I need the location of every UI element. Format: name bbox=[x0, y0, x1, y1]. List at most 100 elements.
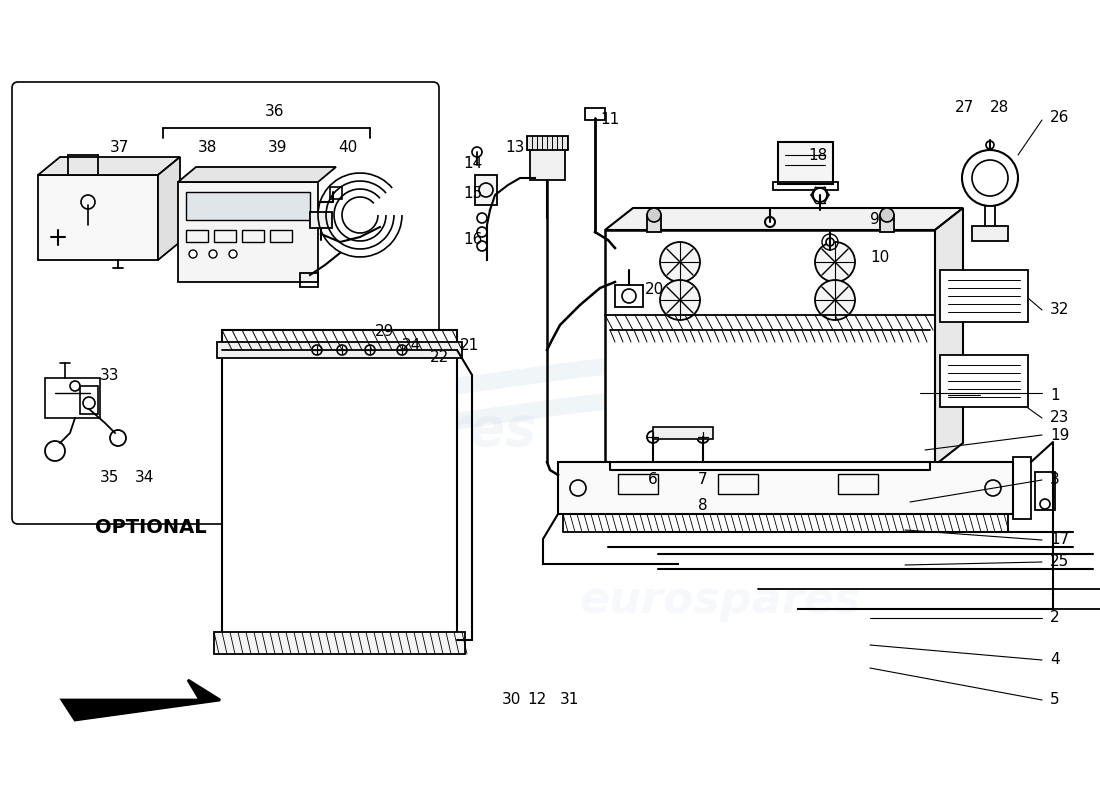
Bar bbox=[558, 462, 1013, 514]
Circle shape bbox=[660, 242, 700, 282]
Circle shape bbox=[962, 150, 1018, 206]
Bar bbox=[214, 230, 236, 242]
Bar bbox=[527, 136, 568, 150]
Text: 16: 16 bbox=[463, 233, 483, 247]
Text: 35: 35 bbox=[100, 470, 120, 486]
Bar bbox=[718, 474, 758, 494]
Bar bbox=[330, 187, 342, 199]
Text: 6: 6 bbox=[648, 473, 658, 487]
Circle shape bbox=[312, 345, 322, 355]
Bar bbox=[773, 182, 838, 190]
Text: 14: 14 bbox=[463, 155, 482, 170]
Bar bbox=[270, 230, 292, 242]
Text: eurospares: eurospares bbox=[204, 404, 537, 456]
Circle shape bbox=[764, 217, 776, 227]
Bar bbox=[653, 427, 713, 439]
Circle shape bbox=[815, 280, 855, 320]
Circle shape bbox=[813, 188, 827, 202]
FancyBboxPatch shape bbox=[12, 82, 439, 524]
Circle shape bbox=[647, 431, 659, 443]
Bar bbox=[605, 230, 935, 465]
Bar bbox=[778, 142, 833, 184]
Text: 3: 3 bbox=[1050, 473, 1059, 487]
Bar bbox=[984, 206, 996, 228]
Polygon shape bbox=[39, 157, 180, 175]
Text: 5: 5 bbox=[1050, 693, 1059, 707]
Text: 33: 33 bbox=[100, 367, 120, 382]
Text: 18: 18 bbox=[808, 147, 827, 162]
Bar bbox=[940, 270, 1028, 322]
Bar bbox=[940, 355, 1028, 407]
Text: 27: 27 bbox=[955, 101, 975, 115]
Circle shape bbox=[397, 345, 407, 355]
Text: OPTIONAL: OPTIONAL bbox=[95, 518, 207, 537]
Text: 1: 1 bbox=[1050, 387, 1059, 402]
Polygon shape bbox=[178, 167, 336, 182]
Bar bbox=[80, 386, 98, 414]
Circle shape bbox=[660, 280, 700, 320]
Circle shape bbox=[229, 250, 236, 258]
Bar bbox=[242, 230, 264, 242]
Bar bbox=[647, 215, 661, 232]
Circle shape bbox=[477, 213, 487, 223]
Circle shape bbox=[986, 141, 994, 149]
Polygon shape bbox=[62, 680, 220, 720]
Bar bbox=[585, 108, 605, 120]
Text: 25: 25 bbox=[1050, 554, 1069, 570]
Text: 12: 12 bbox=[527, 693, 547, 707]
Bar bbox=[615, 285, 644, 307]
Circle shape bbox=[880, 208, 894, 222]
Bar bbox=[530, 148, 565, 180]
Text: eurospares: eurospares bbox=[580, 578, 860, 622]
Bar bbox=[217, 342, 462, 358]
Bar bbox=[1035, 472, 1055, 510]
Text: 17: 17 bbox=[1050, 533, 1069, 547]
Text: 10: 10 bbox=[870, 250, 889, 266]
Text: 40: 40 bbox=[338, 141, 358, 155]
Bar bbox=[222, 330, 456, 640]
Text: 36: 36 bbox=[265, 105, 285, 119]
Text: 34: 34 bbox=[135, 470, 154, 486]
Bar bbox=[178, 182, 318, 282]
Bar bbox=[214, 632, 465, 654]
Circle shape bbox=[697, 431, 710, 443]
Bar bbox=[186, 230, 208, 242]
Polygon shape bbox=[935, 208, 962, 465]
Bar bbox=[45, 378, 100, 418]
Bar bbox=[475, 175, 497, 205]
Text: 23: 23 bbox=[1050, 410, 1069, 426]
Circle shape bbox=[472, 147, 482, 157]
Circle shape bbox=[972, 160, 1008, 196]
Bar bbox=[310, 212, 332, 228]
Polygon shape bbox=[605, 208, 962, 230]
Text: 39: 39 bbox=[268, 141, 287, 155]
Text: 13: 13 bbox=[505, 141, 525, 155]
Circle shape bbox=[365, 345, 375, 355]
Text: 4: 4 bbox=[1050, 653, 1059, 667]
Text: 15: 15 bbox=[463, 186, 482, 201]
Text: 8: 8 bbox=[698, 498, 707, 513]
Bar bbox=[39, 175, 158, 260]
Text: 19: 19 bbox=[1050, 427, 1069, 442]
Circle shape bbox=[477, 241, 487, 251]
Text: 37: 37 bbox=[110, 141, 130, 155]
Bar bbox=[300, 273, 318, 287]
Bar bbox=[618, 474, 658, 494]
Text: 29: 29 bbox=[375, 325, 395, 339]
Bar bbox=[880, 215, 894, 232]
Text: 32: 32 bbox=[1050, 302, 1069, 318]
Circle shape bbox=[815, 242, 855, 282]
Text: 24: 24 bbox=[402, 338, 421, 353]
Circle shape bbox=[209, 250, 217, 258]
Bar bbox=[972, 226, 1008, 241]
Circle shape bbox=[477, 227, 487, 237]
Text: 30: 30 bbox=[502, 693, 521, 707]
Text: 11: 11 bbox=[600, 113, 619, 127]
Text: 28: 28 bbox=[990, 101, 1010, 115]
Text: 31: 31 bbox=[560, 693, 580, 707]
Circle shape bbox=[647, 208, 661, 222]
Text: 20: 20 bbox=[645, 282, 664, 298]
Circle shape bbox=[189, 250, 197, 258]
Bar bbox=[838, 474, 878, 494]
Text: 26: 26 bbox=[1050, 110, 1069, 126]
